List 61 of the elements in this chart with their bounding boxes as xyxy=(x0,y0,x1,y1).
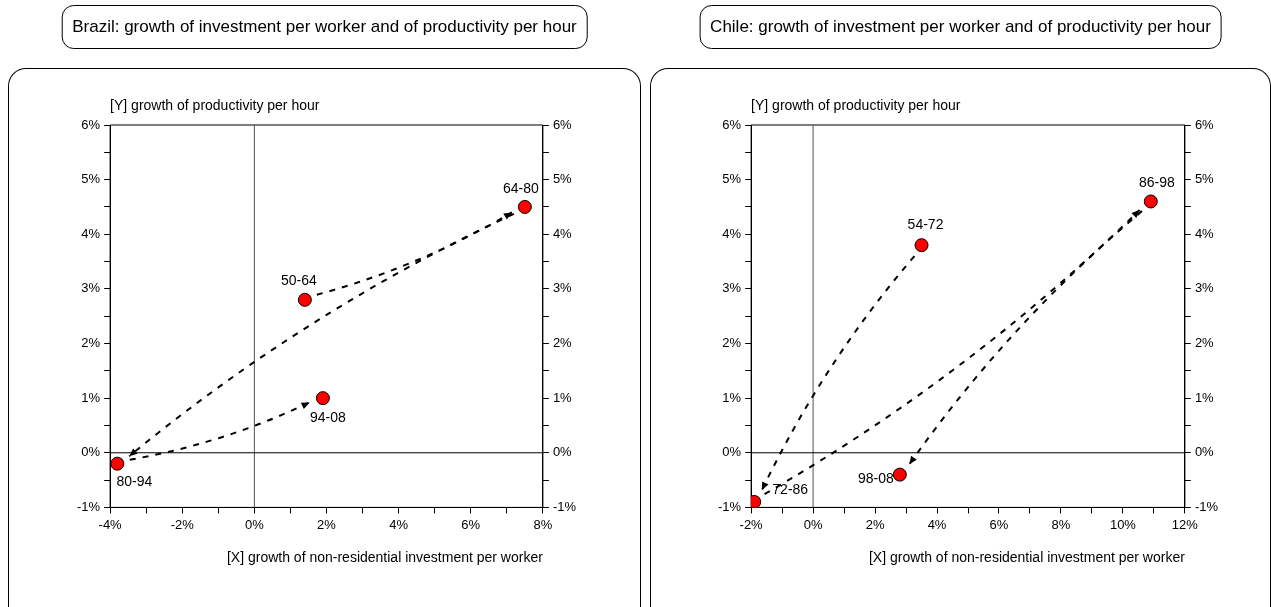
y2-tick-label: 2% xyxy=(552,335,573,351)
x-tick-label: 4% xyxy=(389,516,409,532)
y2-tick-label: 3% xyxy=(552,280,573,296)
x-tick-label: -2% xyxy=(170,516,195,532)
y-tick-label: 6% xyxy=(722,116,742,132)
y-tick-label: 4% xyxy=(722,225,742,241)
chart-title: Chile: growth of investment per worker and of productivity per hour xyxy=(699,5,1222,49)
y2-tick-label: 0% xyxy=(1194,444,1215,460)
y-tick-label: 0% xyxy=(722,444,742,460)
x-tick-label: 10% xyxy=(1109,516,1137,532)
y2-tick-label: -1% xyxy=(552,498,577,514)
annotation: 72-86 xyxy=(772,480,809,497)
x-tick-label: 6% xyxy=(461,516,481,532)
y-tick-label: 1% xyxy=(81,389,101,405)
x-tick-label: 8% xyxy=(1051,516,1071,532)
y2-tick-label: 6% xyxy=(552,116,573,132)
x-axis-title: [X] growth of non-residential investment per worker xyxy=(868,549,1185,566)
y-tick-label: 6% xyxy=(81,116,101,132)
x-tick-label: 0% xyxy=(244,516,265,532)
y-tick-label: 3% xyxy=(81,280,101,296)
y-tick-label: -1% xyxy=(717,498,742,514)
x-tick-label: 6% xyxy=(989,516,1009,532)
annotation: 98-08 xyxy=(857,470,894,487)
y2-tick-label: 1% xyxy=(552,389,573,405)
x-tick-label: 2% xyxy=(865,516,885,532)
y-tick-label: 2% xyxy=(81,335,101,351)
y-tick-label: -1% xyxy=(76,498,101,514)
y2-tick-label: 6% xyxy=(1194,116,1215,132)
y2-tick-label: -1% xyxy=(1194,498,1219,514)
y-tick-label: 2% xyxy=(722,335,742,351)
annotation: 54-72 xyxy=(907,216,944,233)
x-tick-label: -2% xyxy=(739,516,764,532)
x-tick-label: 12% xyxy=(1171,516,1199,532)
y2-tick-label: 5% xyxy=(552,171,573,187)
y-tick-label: 5% xyxy=(81,171,101,187)
annotation: 86-98 xyxy=(1138,174,1175,191)
x-tick-label: 0% xyxy=(803,516,823,532)
x-tick-label: 2% xyxy=(317,516,337,532)
y2-tick-label: 4% xyxy=(1194,225,1215,241)
y-axis-title: [Y] growth of productivity per hour xyxy=(751,97,961,113)
annotation: 64-80 xyxy=(502,179,539,196)
chart-title: Brazil: growth of investment per worker and of productivity per hour xyxy=(61,5,588,49)
y-tick-label: 3% xyxy=(722,280,742,296)
y-tick-label: 5% xyxy=(722,171,742,187)
x-tick-label: -4% xyxy=(98,516,123,532)
y-tick-label: 1% xyxy=(722,389,742,405)
y2-tick-label: 0% xyxy=(552,444,573,460)
y2-tick-label: 1% xyxy=(1194,389,1215,405)
x-axis-title: [X] growth of non-residential investment per worker xyxy=(226,549,543,566)
y-tick-label: 4% xyxy=(81,225,101,241)
x-tick-label: 8% xyxy=(533,516,553,532)
annotation: 80-94 xyxy=(116,472,153,489)
y2-tick-label: 5% xyxy=(1194,171,1215,187)
y-tick-label: 0% xyxy=(81,444,101,460)
y2-tick-label: 4% xyxy=(552,225,573,241)
y-axis-title: [Y] growth of productivity per hour xyxy=(110,97,320,113)
y2-tick-label: 2% xyxy=(1194,335,1215,351)
x-tick-label: 4% xyxy=(927,516,947,532)
y2-tick-label: 3% xyxy=(1194,280,1215,296)
annotation: 50-64 xyxy=(280,271,317,288)
annotation: 94-08 xyxy=(309,409,347,425)
